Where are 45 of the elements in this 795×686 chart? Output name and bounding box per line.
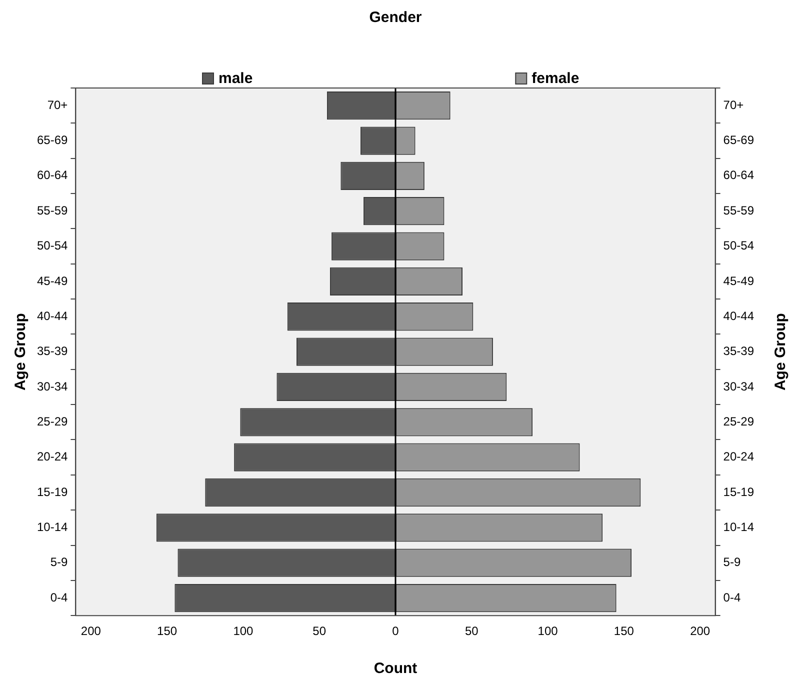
x-tick-label: 150 [614, 624, 634, 638]
y-tick-label: 65-69 [36, 133, 68, 148]
x-tick-label: 100 [538, 624, 558, 638]
category-label: 5-9 [723, 555, 741, 570]
y-tick-label: 50-54 [36, 238, 68, 253]
category-label: 40-44 [723, 308, 754, 323]
category-label: 0-4 [723, 590, 741, 604]
legend-label: male [218, 70, 253, 88]
y-tick-label: 20-24 [36, 450, 68, 464]
y2-axis-title: Age Group [772, 313, 790, 391]
y-tick-label: 40-44 [36, 308, 68, 323]
category-label: 35-39 [723, 344, 754, 358]
y-tick-label: 55-59 [36, 203, 68, 218]
y-tick-label: 10-14 [36, 520, 68, 534]
x-tick-label: 50 [312, 624, 326, 638]
y-tick-label: 0-4 [50, 590, 68, 604]
y-tick-label: 30-34 [36, 379, 68, 394]
y-tick-label: 45-49 [36, 274, 68, 288]
x-tick-label: 150 [157, 624, 178, 638]
x-tick-label: 0 [392, 624, 400, 638]
legend-title: Gender [369, 9, 422, 26]
y-axis-title: Age Group [12, 313, 30, 391]
legend-label: female [532, 70, 580, 88]
y-tick-label: 5-9 [50, 555, 68, 570]
x-axis-title: Count [374, 660, 418, 678]
category-label: 55-59 [723, 203, 754, 218]
category-label: 10-14 [723, 520, 754, 534]
category-label: 25-29 [723, 414, 754, 428]
y-tick-label: 15-19 [36, 484, 68, 499]
y-tick-label: 35-39 [36, 344, 68, 358]
category-label: 65-69 [723, 133, 754, 148]
category-label: 45-49 [723, 274, 754, 288]
x-tick-label: 200 [80, 624, 102, 638]
x-tick-label: 50 [464, 624, 479, 638]
category-label: 60-64 [723, 168, 754, 182]
category-label: 20-24 [723, 450, 754, 464]
y-tick-label: 60-64 [36, 168, 68, 182]
x-tick-label: 100 [233, 624, 254, 638]
category-label: 15-19 [723, 484, 754, 499]
x-tick-label: 200 [690, 624, 710, 638]
y-tick-label: 25-29 [36, 414, 68, 428]
category-label: 50-54 [723, 238, 754, 253]
category-label: 70+ [723, 98, 744, 112]
y-tick-label: 70+ [47, 98, 68, 112]
category-label: 30-34 [723, 379, 754, 394]
